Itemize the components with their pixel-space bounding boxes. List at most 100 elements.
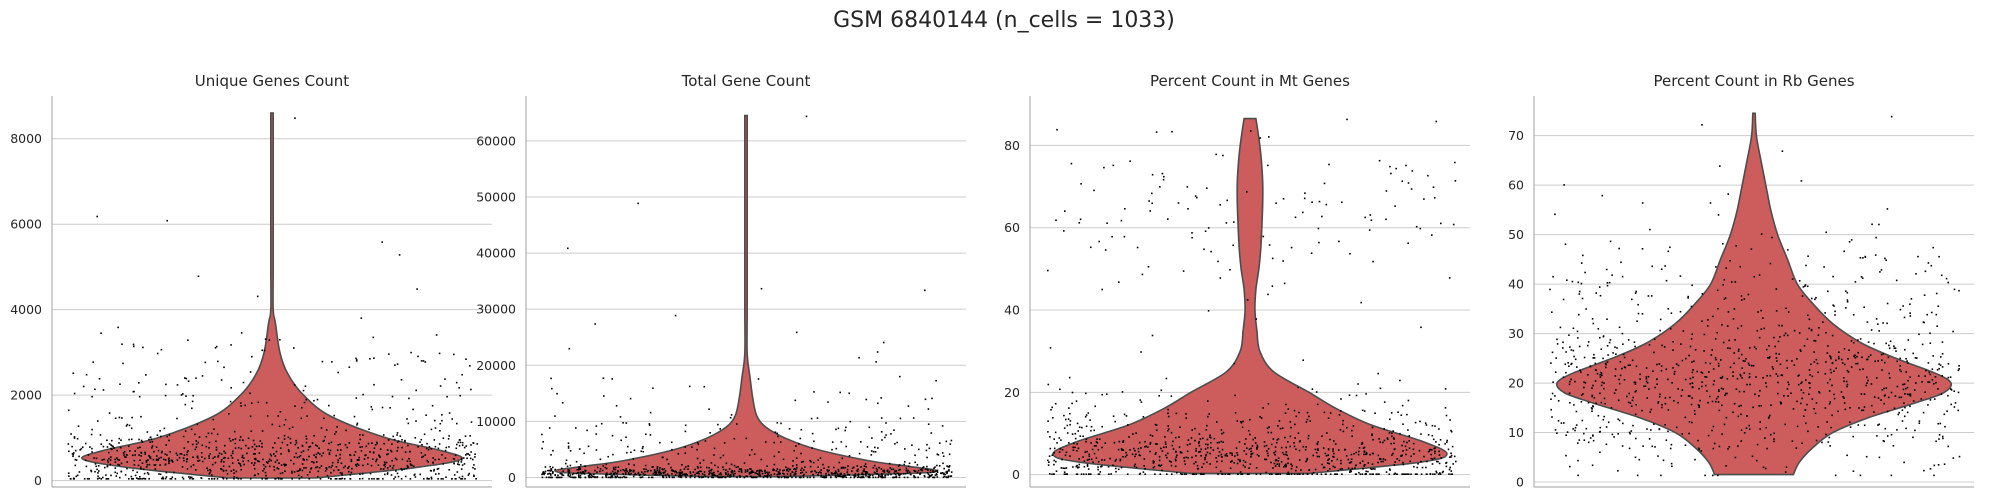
data-point (544, 470, 547, 473)
data-point (72, 372, 75, 374)
data-point (191, 478, 194, 480)
data-point (1432, 186, 1435, 188)
data-point (1701, 124, 1703, 126)
data-point (617, 471, 619, 473)
data-point (552, 472, 554, 475)
data-point (138, 438, 140, 441)
data-point (1184, 463, 1186, 465)
data-point (1365, 393, 1367, 395)
data-point (330, 466, 332, 469)
data-point (711, 474, 713, 476)
data-point (1282, 198, 1285, 200)
data-point (397, 440, 400, 442)
data-point (76, 437, 79, 440)
data-point (1585, 427, 1588, 430)
data-point (844, 466, 847, 469)
data-point (96, 468, 98, 471)
data-point (165, 471, 168, 474)
data-point (426, 459, 428, 462)
data-point (1371, 426, 1374, 429)
data-point (1575, 410, 1578, 413)
data-point (1185, 473, 1188, 475)
data-point (1929, 332, 1931, 334)
data-point (1722, 388, 1724, 390)
data-point (1768, 357, 1771, 359)
data-point (947, 465, 949, 468)
data-point (567, 470, 569, 473)
data-point (696, 448, 698, 451)
data-point (1175, 412, 1178, 415)
data-point (1078, 222, 1081, 224)
data-point (656, 467, 659, 470)
data-point (1120, 448, 1123, 450)
data-point (384, 463, 386, 465)
data-point (422, 360, 425, 362)
data-point (1216, 421, 1218, 423)
data-point (1289, 435, 1292, 438)
data-point (884, 436, 886, 439)
data-point (1414, 473, 1417, 475)
data-point (759, 474, 761, 477)
data-point (315, 453, 318, 456)
data-point (1863, 406, 1866, 408)
data-point (1237, 458, 1240, 461)
data-point (1298, 449, 1301, 452)
data-point (1591, 395, 1593, 398)
data-point (1556, 432, 1558, 434)
data-point (1905, 371, 1907, 373)
data-point (1336, 458, 1339, 461)
y-tick-label-2: 20000 (476, 358, 516, 373)
data-point (1441, 471, 1444, 474)
data-point (1359, 473, 1362, 475)
data-point (1587, 374, 1589, 376)
data-point (168, 462, 170, 465)
data-point (437, 478, 439, 480)
data-point (834, 474, 837, 477)
data-point (795, 470, 797, 473)
data-point (1941, 375, 1943, 377)
data-point (318, 467, 321, 469)
data-point (1685, 357, 1687, 360)
data-point (1186, 444, 1189, 446)
data-point (1942, 437, 1944, 440)
data-point (1420, 473, 1423, 475)
data-point (1877, 424, 1879, 426)
data-point (671, 448, 673, 451)
data-point (1250, 456, 1252, 458)
data-point (1349, 469, 1352, 471)
data-point (694, 473, 696, 476)
data-point (1350, 458, 1353, 460)
data-point (882, 476, 885, 479)
data-point (904, 448, 906, 450)
data-point (325, 468, 328, 470)
data-point (681, 472, 683, 474)
data-point (330, 441, 333, 444)
data-point (1740, 353, 1743, 356)
data-point (828, 473, 830, 476)
data-point (1950, 388, 1952, 390)
data-point (371, 408, 374, 411)
data-point (1076, 473, 1079, 475)
data-point (230, 454, 233, 457)
data-point (1617, 470, 1619, 472)
data-point (1049, 436, 1051, 438)
data-point (95, 465, 97, 468)
data-point (1352, 425, 1355, 427)
data-point (632, 475, 635, 478)
data-point (266, 415, 269, 417)
data-point (1154, 473, 1156, 475)
data-point (109, 463, 112, 466)
data-point (442, 437, 445, 439)
data-point (1790, 392, 1792, 394)
data-point (1551, 311, 1553, 313)
data-point (1902, 383, 1904, 386)
data-point (863, 468, 865, 470)
data-point (432, 457, 434, 459)
data-point (1704, 474, 1706, 477)
data-point (1602, 357, 1604, 360)
data-point (795, 476, 797, 479)
data-point (1658, 395, 1661, 398)
data-point (110, 474, 112, 477)
data-point (1174, 458, 1177, 461)
data-point (1781, 150, 1784, 152)
